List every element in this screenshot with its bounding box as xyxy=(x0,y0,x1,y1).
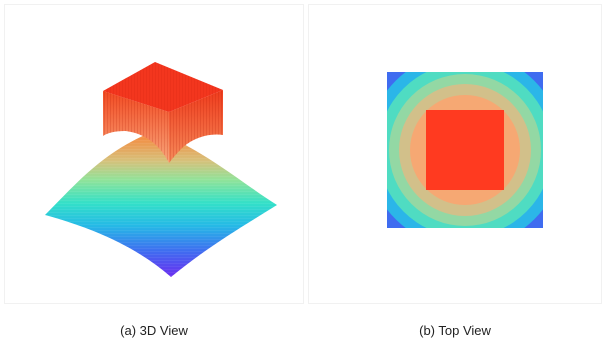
surface-3d-plot xyxy=(45,62,277,277)
top-view-heatmap xyxy=(387,72,543,228)
caption-top-view: (b) Top View xyxy=(419,323,491,338)
surface-mesh-lines xyxy=(45,135,277,277)
panel-3d-view xyxy=(4,4,304,304)
caption-3d-view: (a) 3D View xyxy=(120,323,188,338)
panel-top-view xyxy=(308,4,602,304)
plateau-top-square xyxy=(426,110,504,190)
